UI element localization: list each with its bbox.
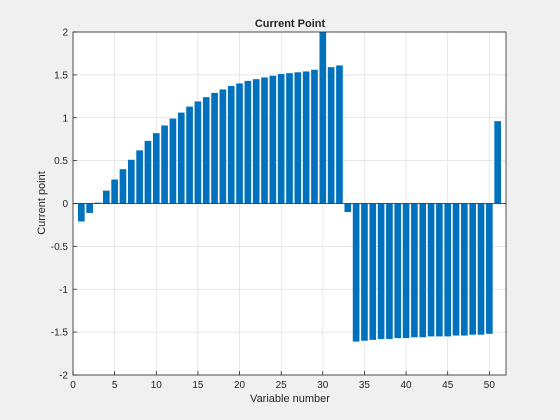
x-tick-label: 35 bbox=[359, 380, 371, 391]
x-tick-label: 20 bbox=[234, 380, 246, 391]
bar bbox=[452, 203, 460, 336]
bar bbox=[336, 65, 343, 204]
y-axis-label: Current point bbox=[36, 171, 48, 235]
bar bbox=[494, 121, 502, 204]
bar bbox=[194, 101, 202, 204]
bar bbox=[119, 169, 127, 204]
bar bbox=[377, 203, 385, 339]
bar bbox=[261, 77, 268, 204]
x-tick-label: 40 bbox=[401, 380, 413, 391]
bar bbox=[302, 71, 310, 204]
bar bbox=[227, 86, 235, 204]
y-tick-label: -2 bbox=[59, 371, 68, 382]
bar bbox=[186, 106, 193, 204]
x-tick-label: 15 bbox=[192, 380, 204, 391]
bar bbox=[402, 203, 410, 339]
bar bbox=[219, 89, 227, 204]
y-tick-label: -1 bbox=[59, 285, 68, 296]
bar bbox=[77, 203, 85, 222]
y-tick-label: -1.5 bbox=[51, 328, 69, 339]
x-tick-label: 25 bbox=[276, 380, 288, 391]
x-axis-label: Variable number bbox=[250, 393, 330, 405]
x-tick-label: 45 bbox=[442, 380, 454, 391]
bar bbox=[294, 72, 302, 204]
bar bbox=[252, 79, 260, 204]
y-tick-label: 0 bbox=[62, 199, 68, 210]
bar bbox=[352, 203, 360, 342]
bar bbox=[361, 203, 368, 341]
bar bbox=[327, 67, 335, 204]
bar bbox=[311, 69, 318, 204]
y-tick-label: 0.5 bbox=[54, 156, 68, 167]
bar bbox=[477, 203, 485, 335]
bar bbox=[319, 32, 327, 204]
bar bbox=[127, 159, 135, 204]
bar bbox=[277, 74, 285, 204]
bar bbox=[436, 203, 443, 337]
bar bbox=[169, 118, 177, 204]
bar bbox=[461, 203, 468, 336]
bar bbox=[102, 190, 110, 204]
bar bbox=[444, 203, 452, 337]
bar bbox=[86, 203, 93, 213]
bar bbox=[269, 75, 277, 204]
bar bbox=[286, 73, 293, 204]
chart-title: Current Point bbox=[255, 18, 326, 30]
y-tick-label: 2 bbox=[62, 28, 68, 39]
bar bbox=[411, 203, 418, 338]
bar bbox=[394, 203, 402, 339]
x-tick-label: 5 bbox=[112, 380, 118, 391]
bar-series bbox=[77, 32, 502, 342]
bar bbox=[144, 140, 152, 204]
x-tick-label: 0 bbox=[70, 380, 76, 391]
x-axis-ticks: 0 5 10 15 20 25 30 35 40 45 50 bbox=[70, 371, 495, 391]
x-tick-label: 10 bbox=[151, 380, 163, 391]
bar bbox=[152, 133, 160, 204]
bar bbox=[244, 80, 252, 204]
y-tick-label: 1.5 bbox=[54, 70, 68, 81]
bar bbox=[161, 125, 168, 204]
y-tick-label: -0.5 bbox=[51, 242, 69, 253]
bar bbox=[419, 203, 427, 338]
bar bbox=[236, 83, 243, 204]
bar bbox=[369, 203, 377, 340]
bar bbox=[386, 203, 393, 339]
x-tick-label: 30 bbox=[317, 380, 329, 391]
bar bbox=[469, 203, 477, 335]
y-axis-ticks: -2 -1.5 -1 -0.5 0 0.5 1 1.5 2 bbox=[51, 28, 77, 382]
bar bbox=[486, 203, 493, 334]
bar bbox=[202, 97, 210, 204]
bar bbox=[111, 179, 118, 204]
bar bbox=[94, 202, 102, 204]
bar bbox=[211, 92, 218, 204]
bar bbox=[136, 150, 143, 204]
bar bbox=[177, 112, 185, 204]
y-tick-label: 1 bbox=[62, 113, 68, 124]
x-tick-label: 50 bbox=[484, 380, 496, 391]
bar bbox=[427, 203, 435, 337]
bar bbox=[344, 203, 352, 213]
